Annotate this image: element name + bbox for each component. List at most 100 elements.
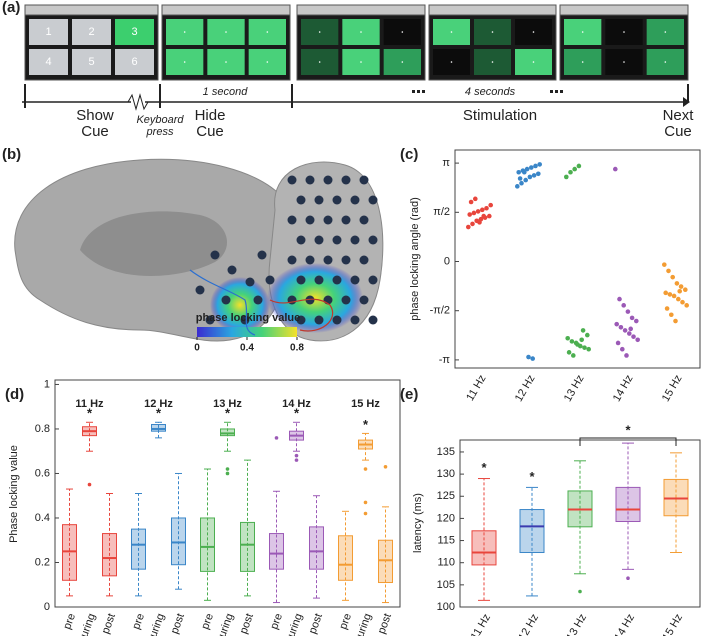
point [618,324,624,330]
tile [115,49,154,75]
x-tick-label: during [283,612,305,636]
group-title: 12 Hz [144,398,173,410]
electrode [305,255,315,265]
region-outline [189,269,256,336]
point [673,318,678,324]
tile-dot [450,61,453,63]
tile-dot [532,61,535,63]
colorbar [197,327,297,337]
y-tick-label: 130 [437,468,455,480]
y-tick-label: 0 [444,255,450,267]
tile [29,19,68,45]
point [571,353,576,358]
point [627,331,632,336]
ellipsis-dot [412,90,415,93]
electrode [210,250,220,260]
tile-dot [450,31,453,33]
colorbar-tick-label: 0.8 [290,343,304,354]
point [667,292,673,297]
point [634,318,639,324]
tile-dot [623,31,625,33]
point [617,296,622,302]
outlier [626,576,630,581]
phase-label: Hide Cue [194,107,226,140]
y-tick-label: 1 [44,378,50,390]
y-tick-label: -π/2 [430,305,450,317]
point [566,350,572,355]
point [536,171,541,177]
significance-star: * [625,422,631,437]
electrode [341,175,351,185]
y-axis-label: latency (ms) [412,493,424,553]
electrode [332,275,342,285]
electrode [227,265,237,275]
point [622,328,628,333]
heatmap [210,277,270,333]
box [309,526,324,570]
group-title: 14 Hz [282,398,311,410]
x-tick-label: 15 Hz [660,373,685,404]
tile-dot [401,31,404,33]
group-title: 13 Hz [213,398,242,410]
point [613,166,618,172]
point [523,177,528,183]
electrode [359,215,369,225]
point [625,309,631,314]
x-tick-label: pre [199,612,216,631]
tile-dot [360,31,362,33]
x-tick-label: during [214,612,236,636]
tile-dot [266,61,269,63]
tile-dot [491,61,494,63]
y-tick-label: 110 [437,557,455,569]
point [624,353,629,358]
outlier [87,482,92,487]
point [614,321,619,327]
y-axis-label: phase locking angle (rad) [409,197,421,321]
electrode [296,235,306,245]
duration-label: 4 seconds [464,86,516,98]
point [527,174,533,180]
point [585,332,590,338]
electrode [296,195,306,205]
electrode [205,315,215,325]
box [62,524,77,581]
screen-header [296,4,426,16]
colorbar-tick-label: 0.4 [240,343,254,354]
tile-dot [401,61,404,63]
x-tick-label: 14 Hz [612,612,637,636]
box [338,535,353,581]
point [524,166,530,172]
squiggle [127,93,149,111]
electrode [296,275,306,285]
point [674,281,680,286]
tile [72,19,111,45]
x-tick-label: post [169,612,187,636]
point [670,274,675,280]
group-title: 11 Hz [75,398,104,410]
tile-dot [318,61,321,63]
electrode [240,315,250,325]
point [663,290,668,296]
point [477,220,482,225]
box [131,528,146,570]
electrode [359,175,369,185]
electrode [323,175,333,185]
outlier [363,511,368,516]
point [680,299,685,305]
point [621,303,626,308]
tile-number: 3 [131,26,137,38]
panel-label: (d) [5,386,24,403]
y-tick-label: 0.2 [35,556,50,568]
point [677,288,682,294]
electrode [341,215,351,225]
region-outline [269,298,334,332]
electrode [368,315,378,325]
x-tick-label: post [100,612,118,636]
point [629,315,635,321]
electrode [332,195,342,205]
panel-label: (c) [400,146,418,163]
ellipsis-dot [560,90,563,93]
point [579,337,584,343]
point [467,212,473,217]
